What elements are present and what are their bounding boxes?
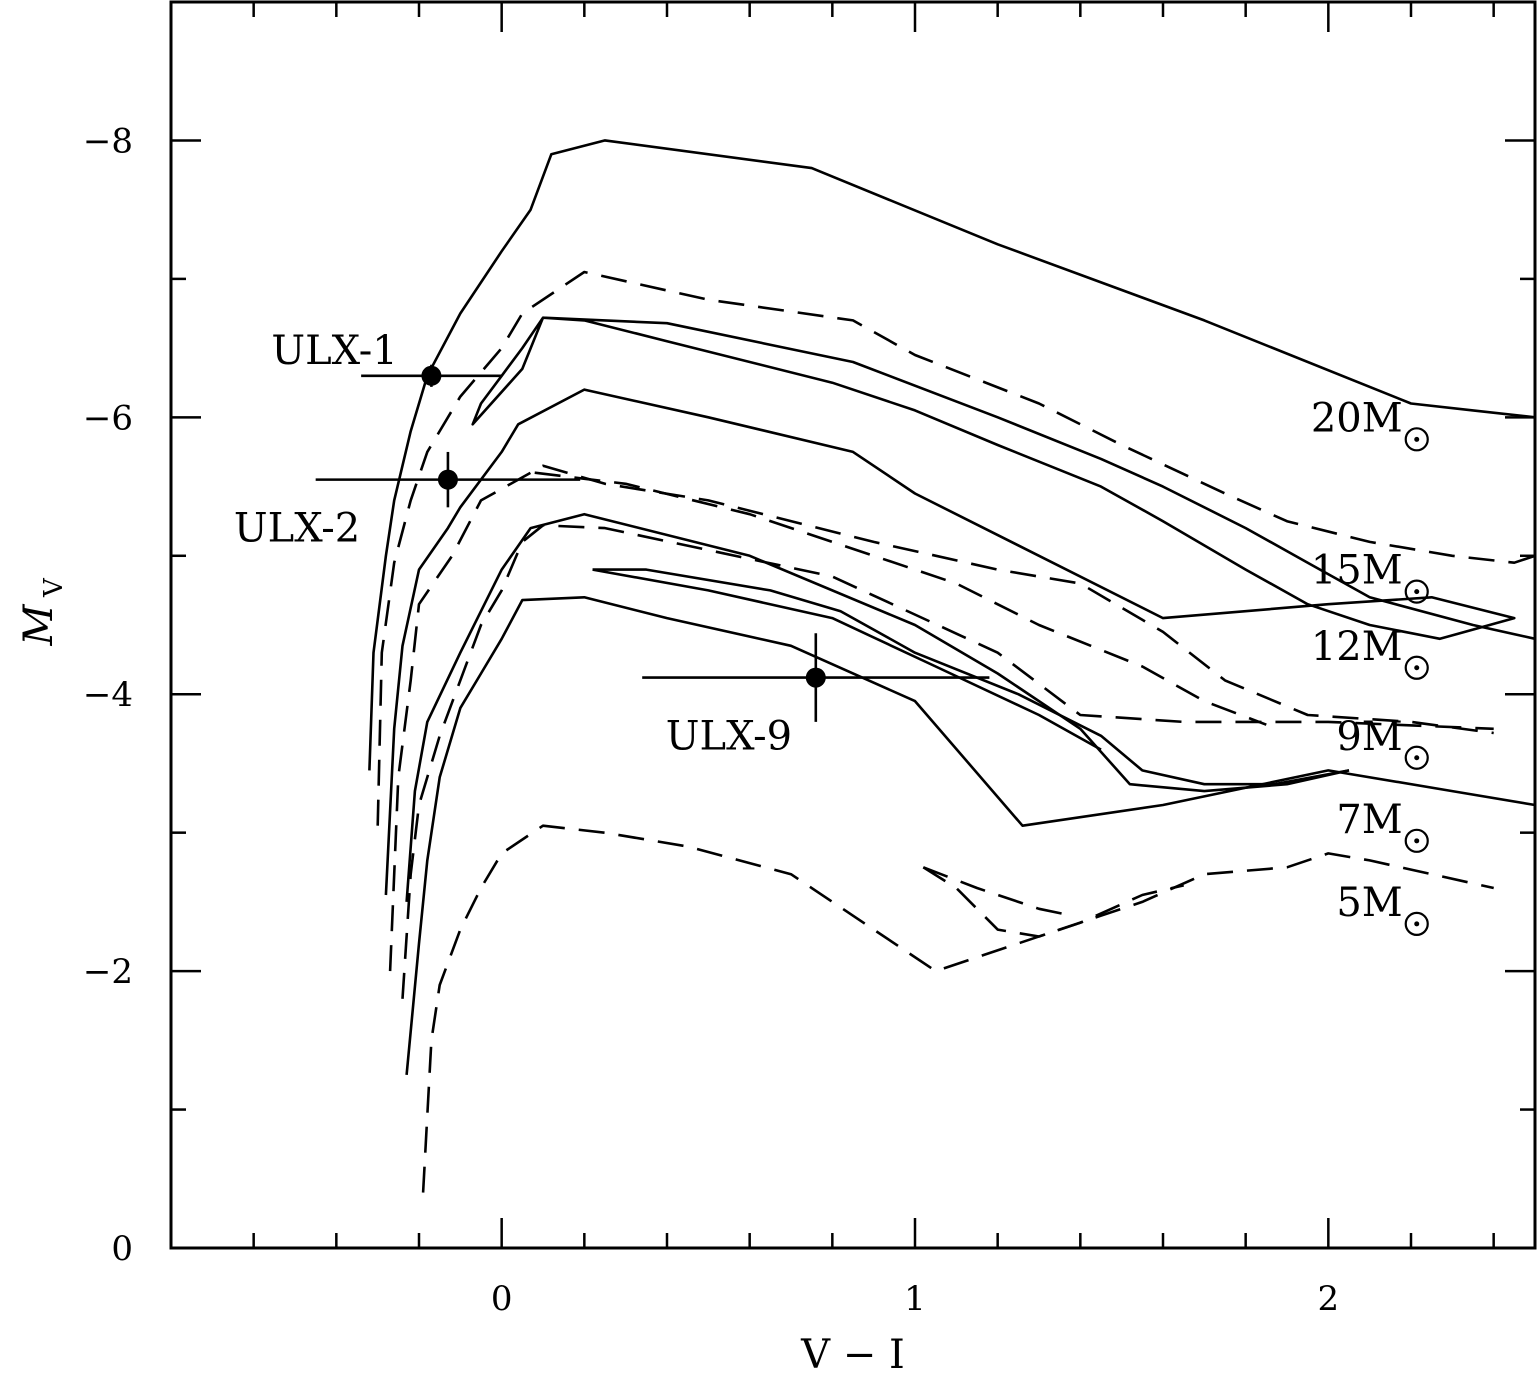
x-tick-label: 2	[1318, 1279, 1340, 1319]
sun-symbol-dot	[1414, 589, 1420, 595]
point-label: ULX-1	[271, 328, 397, 374]
sun-symbol-dot	[1414, 921, 1420, 927]
sun-symbol-icon	[1404, 427, 1429, 452]
mass-label: 9M	[1336, 714, 1402, 760]
ulx-points: ULX-1 ULX-2 ULX-9	[234, 328, 990, 760]
point-label: ULX-9	[666, 714, 792, 760]
x-tick-label: 0	[491, 1279, 513, 1319]
track-dashed-4	[922, 866, 1073, 917]
mass-label: 12M	[1311, 624, 1403, 670]
x-tick-label: 1	[904, 1279, 926, 1319]
track-dashed-2	[421, 824, 1494, 1193]
track-solid-7	[592, 568, 1102, 751]
x-axis-label: V − I	[800, 1332, 905, 1377]
mass-labels: 20M 15M 12M 9M 7M 5M	[1311, 395, 1429, 936]
y-tick-label: −2	[83, 952, 133, 992]
track-dashed-8	[401, 524, 1494, 999]
data-point	[805, 667, 826, 688]
y-axis-label-main: M	[16, 603, 62, 646]
axis-labels: 0 1 2 0 −2 −4 −6 −8 V − I MV	[16, 121, 1339, 1377]
sun-symbol-dot	[1414, 436, 1420, 442]
sun-symbol-icon	[1404, 828, 1429, 853]
sun-symbol-icon	[1404, 745, 1429, 770]
point-label: ULX-2	[234, 506, 360, 552]
y-tick-label: −8	[83, 121, 133, 161]
sun-symbol-icon	[1404, 579, 1429, 604]
data-point	[421, 365, 442, 386]
plot-frame	[169, 0, 1537, 1250]
sun-symbol-icon	[1404, 655, 1429, 680]
sun-symbol-icon	[1404, 911, 1429, 936]
track-dashed-12	[376, 270, 1536, 826]
mass-label: 20M	[1311, 395, 1403, 441]
track-solid-5	[405, 512, 1350, 902]
y-tick-label: −4	[83, 675, 133, 715]
track-dashed-10	[534, 471, 1267, 726]
sun-symbol-dot	[1414, 755, 1420, 761]
track-solid-11	[384, 316, 1536, 896]
track-solid-1	[405, 596, 1536, 1076]
track-dashed-9	[388, 464, 1494, 972]
y-tick-label: −6	[83, 398, 133, 438]
sun-symbol-dot	[1414, 665, 1420, 671]
mass-label: 15M	[1311, 548, 1403, 594]
mass-label: 5M	[1336, 880, 1402, 926]
track-dashed-3	[922, 866, 1184, 938]
y-tick-label: 0	[111, 1229, 133, 1269]
sun-symbol-dot	[1414, 838, 1420, 844]
evolutionary-tracks	[368, 139, 1536, 1193]
y-axis-label: MV	[16, 577, 69, 646]
mass-label: 7M	[1336, 797, 1402, 843]
track-solid-6	[592, 568, 1350, 786]
y-axis-label-sub: V	[39, 577, 69, 598]
track-solid-13	[368, 139, 1536, 771]
data-point	[437, 469, 458, 490]
